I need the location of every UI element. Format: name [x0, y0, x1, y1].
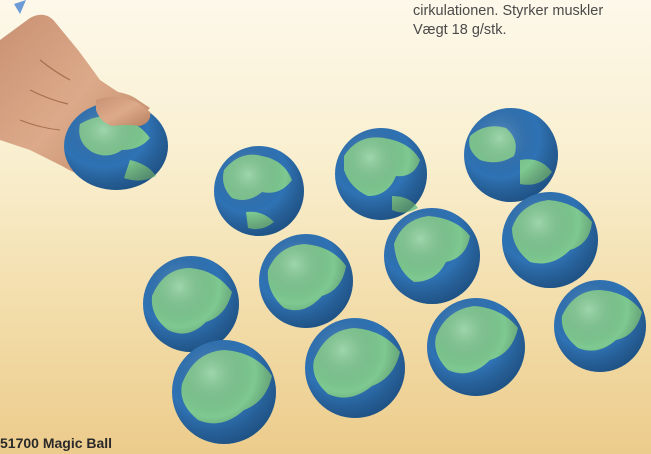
globe-ball-6 [259, 234, 353, 328]
globe-ball-in-hand [64, 102, 168, 190]
description-line-2: Vægt 18 g/stk. [413, 22, 507, 38]
description-line-1: cirkulationen. Styrker muskler [413, 3, 604, 19]
globe-ball-3 [464, 108, 558, 202]
globe-ball-8 [554, 280, 646, 372]
product-description: cirkulationen. Styrker muskler Vægt 18 g… [413, 2, 651, 40]
globe-ball-9 [427, 298, 525, 396]
globe-ball-1 [214, 146, 304, 236]
globe-ball-11 [172, 340, 276, 444]
globe-ball-2 [335, 128, 427, 220]
globe-ball-5 [502, 192, 598, 288]
product-code-name: 51700 Magic Ball [0, 435, 113, 451]
globe-ball-4 [384, 208, 480, 304]
globe-ball-7 [143, 256, 239, 352]
globe-ball-10 [305, 318, 405, 418]
